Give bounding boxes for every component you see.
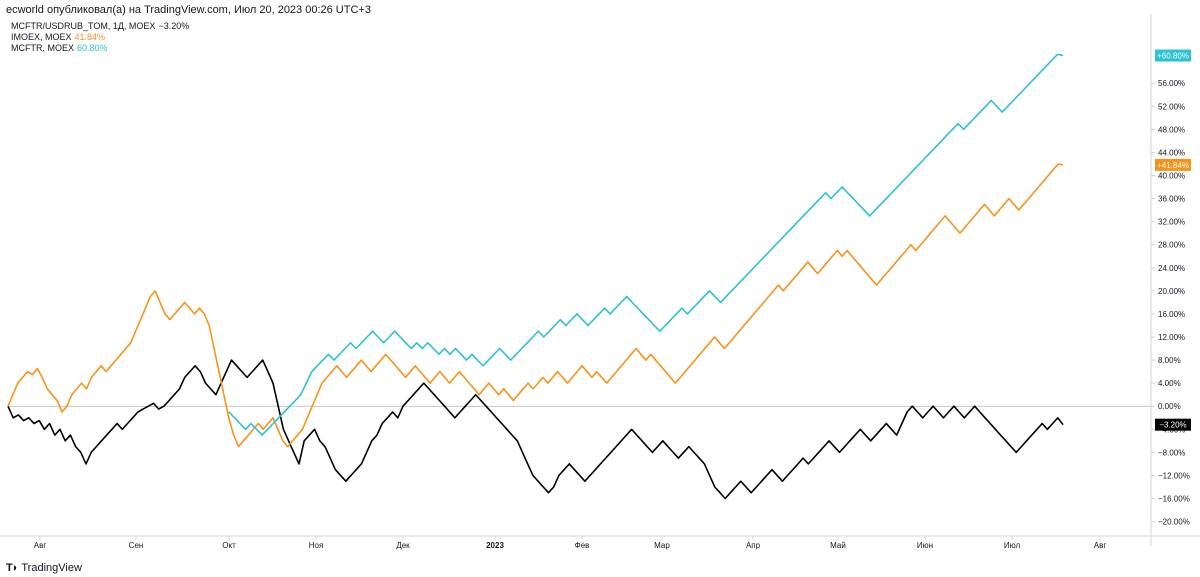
y-tick-label: 24.00% [1158,264,1185,273]
series-line-mcftr-usdrub-tom [7,359,1064,500]
x-tick-label: Май [830,541,846,550]
y-tick-label: 12.00% [1158,333,1185,342]
y-tick-label: −12.00% [1158,471,1190,480]
legend-label: IMOEX, MOEX [11,32,72,42]
x-tick-label: Сен [129,541,144,550]
x-tick-label: Июн [917,541,933,550]
y-tick-label: 16.00% [1158,310,1185,319]
y-tick-label: 36.00% [1158,195,1185,204]
last-value-badge [1155,158,1191,171]
y-tick-label: 40.00% [1158,172,1185,181]
x-tick-label: Апр [746,541,761,550]
tradingview-logo-icon: T◗ [6,562,18,574]
legend-value: −3.20% [158,21,190,31]
legend-entry[interactable]: IMOEX, MOEX 41.84% [11,32,189,43]
publish-info: ecworld опубликовал(а) на TradingView.co… [6,4,371,16]
y-tick-label: 56.00% [1158,79,1185,88]
y-tick-label: 48.00% [1158,125,1185,134]
y-tick-label: 0.00% [1158,402,1181,411]
y-tick-label: −20.00% [1158,518,1190,527]
y-tick-label: 52.00% [1158,102,1185,111]
footer: T◗ TradingView [6,562,82,574]
x-tick-label: Ноя [309,541,324,550]
last-value-label: +41.84% [1157,161,1189,170]
y-tick-label: 4.00% [1158,379,1181,388]
y-tick-label: 8.00% [1158,356,1181,365]
legend-entry[interactable]: MCFTR, MOEX 60.80% [11,43,189,54]
legend-value: 60.80% [77,43,108,53]
last-value-badge [1155,49,1191,62]
y-tick-label: 28.00% [1158,241,1185,250]
footer-brand: TradingView [21,562,82,574]
x-tick-label: Июл [1004,541,1021,550]
x-tick-label: Фев [575,541,590,550]
x-tick-label: Авг [1094,541,1107,550]
x-tick-label: Дек [396,541,410,550]
legend-label: MCFTR, MOEX [11,43,74,53]
legend-entry[interactable]: MCFTR/USDRUB_TOM, 1Д, MOEX −3.20% [11,21,189,32]
last-value-label: +60.80% [1157,52,1189,61]
y-tick-label: −8.00% [1158,448,1185,457]
last-value-label: −3.20% [1159,421,1186,430]
legend-label: MCFTR/USDRUB_TOM, 1Д, MOEX [11,21,156,31]
y-tick-label: 20.00% [1158,287,1185,296]
x-tick-label: 2023 [486,541,504,550]
series-line-mcftr [228,53,1064,436]
chart-legend: MCFTR/USDRUB_TOM, 1Д, MOEX −3.20% IMOEX, M… [11,21,189,54]
x-tick-label: Окт [222,541,236,550]
y-tick-label: 32.00% [1158,218,1185,227]
x-tick-label: Мар [654,541,670,550]
last-value-badge [1155,418,1191,431]
x-tick-label: Авг [34,541,47,550]
legend-value: 41.84% [74,32,106,42]
y-tick-label: 44.00% [1158,148,1185,157]
y-tick-label: −16.00% [1158,495,1190,504]
series-line-imoex [7,163,1064,448]
